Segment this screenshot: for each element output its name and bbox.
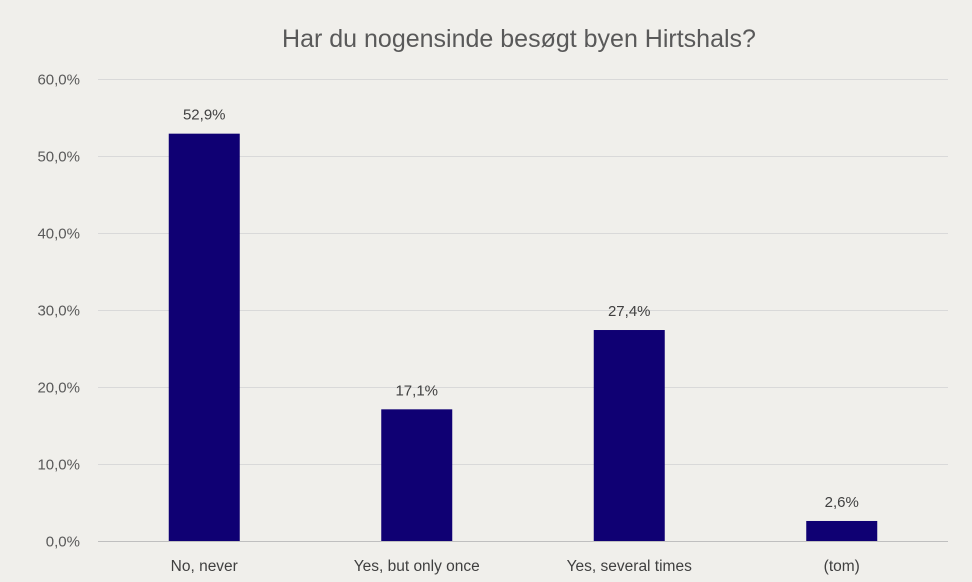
data-labels: 52,9% 17,1% 27,4% 2,6% xyxy=(183,107,859,511)
y-tick-label: 40,0% xyxy=(37,226,80,243)
data-label: 27,4% xyxy=(608,303,651,320)
y-tick-label: 0,0% xyxy=(46,534,80,551)
data-label: 52,9% xyxy=(183,107,226,124)
category-label: (tom) xyxy=(824,558,860,575)
data-label: 2,6% xyxy=(825,494,859,511)
x-axis-category-labels: No, never Yes, but only once Yes, several … xyxy=(171,558,860,575)
y-tick-label: 20,0% xyxy=(37,380,80,397)
bar xyxy=(806,520,878,541)
y-tick-label: 30,0% xyxy=(37,303,80,320)
bars xyxy=(168,133,878,542)
y-tick-label: 60,0% xyxy=(37,72,80,89)
data-label: 17,1% xyxy=(395,382,438,399)
bar xyxy=(593,330,665,541)
chart-title: Har du nogensinde besøgt byen Hirtshals? xyxy=(282,25,756,53)
category-label: Yes, several times xyxy=(567,558,692,575)
y-tick-label: 50,0% xyxy=(37,149,80,166)
category-label: No, never xyxy=(171,558,238,575)
y-axis-tick-labels: 0,0% 10,0% 20,0% 30,0% 40,0% 50,0% 60,0% xyxy=(37,72,80,551)
bar xyxy=(381,409,453,541)
y-tick-label: 10,0% xyxy=(37,457,80,474)
bar xyxy=(168,133,240,542)
category-label: Yes, but only once xyxy=(354,558,480,575)
